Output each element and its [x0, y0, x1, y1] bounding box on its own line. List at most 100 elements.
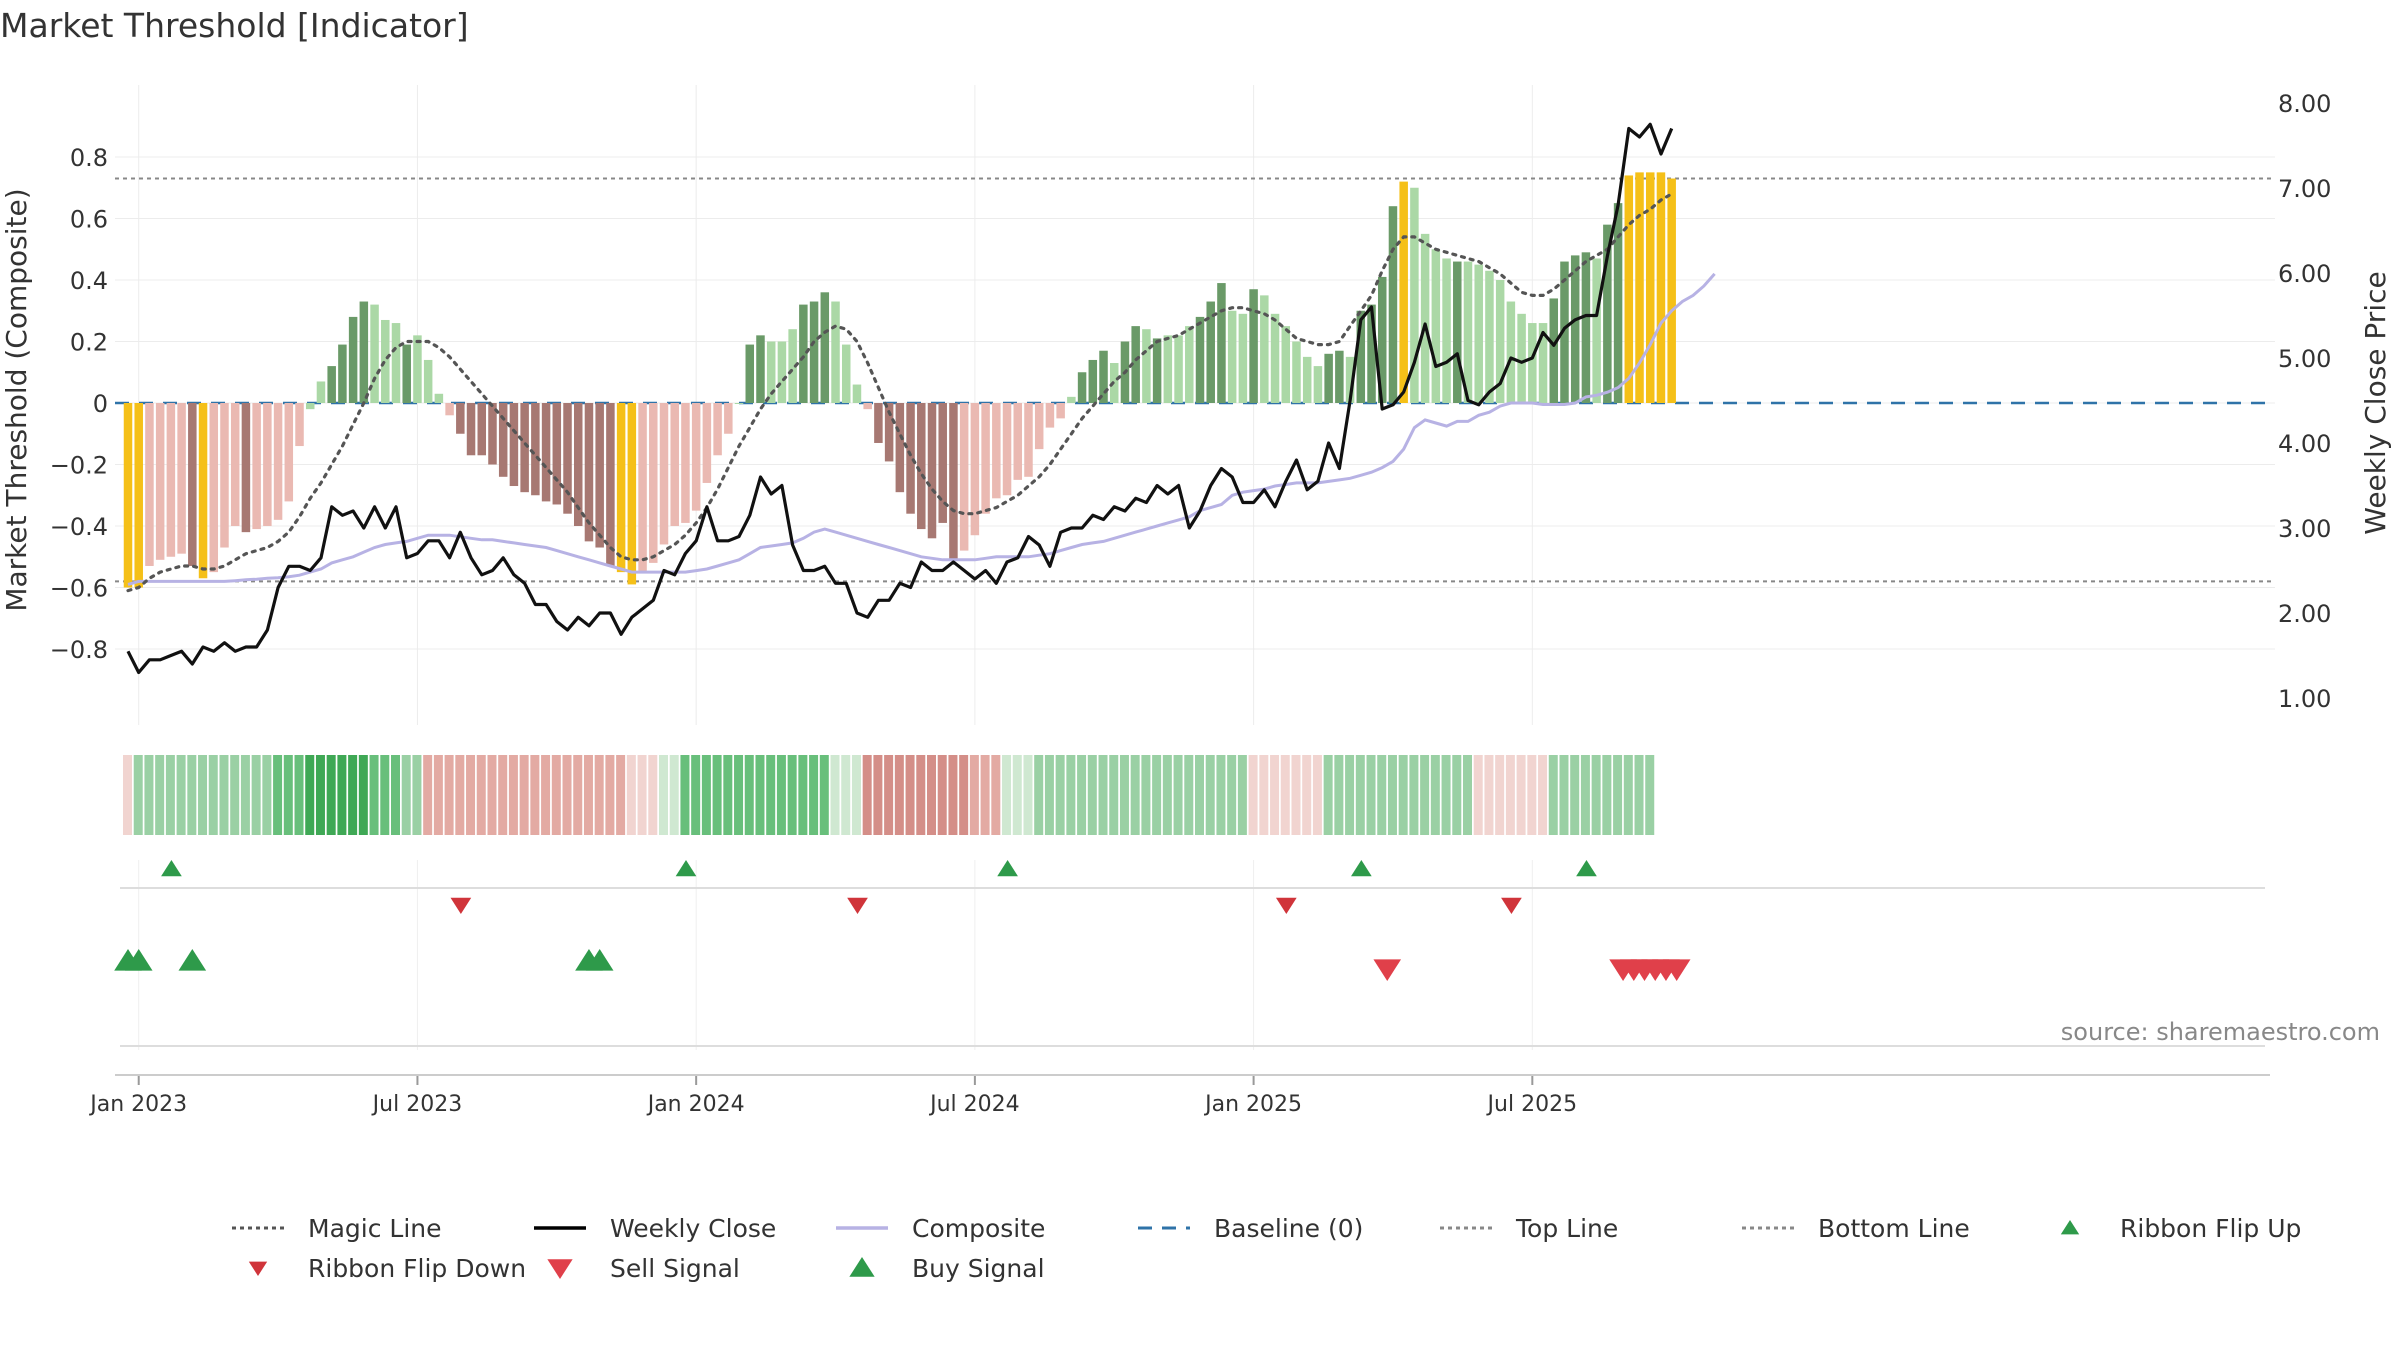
ribbon-cell	[948, 755, 958, 835]
legend-item: Sell Signal	[532, 1254, 834, 1283]
ribbon-cell	[337, 755, 347, 835]
left-axis-label: Market Threshold (Composite)	[0, 188, 33, 611]
composite-bar	[370, 304, 379, 403]
ribbon-flip-up-marker	[1576, 860, 1597, 877]
ribbon-cell	[380, 755, 390, 835]
ribbon-cell	[1527, 755, 1537, 835]
ribbon-cell	[1409, 755, 1419, 835]
ribbon-cell	[1302, 755, 1312, 835]
x-tick-label: Jul 2025	[1486, 1092, 1578, 1117]
composite-bar	[756, 335, 765, 403]
ribbon-cell	[884, 755, 894, 835]
composite-bar	[123, 403, 133, 588]
composite-bar	[1645, 172, 1655, 403]
ribbon-cell	[937, 755, 947, 835]
ribbon-cell	[701, 755, 711, 835]
ribbon-cell	[283, 755, 293, 835]
composite-bar	[1635, 172, 1644, 403]
ribbon-cell	[498, 755, 508, 835]
legend-swatch-icon	[534, 1226, 586, 1230]
ribbon-cell	[423, 755, 433, 835]
composite-bar	[1592, 258, 1601, 403]
composite-bar	[1377, 276, 1387, 403]
composite-bar	[713, 403, 722, 456]
ribbon-cell	[562, 755, 572, 835]
ribbon-cell	[348, 755, 358, 835]
ribbon-cell	[819, 755, 829, 835]
composite-bar	[1474, 264, 1483, 403]
ribbon-cell	[294, 755, 304, 835]
weekly-close-line	[126, 122, 1674, 675]
composite-bar	[1034, 403, 1044, 450]
composite-bars	[123, 172, 1676, 588]
left-tick-label: 0.4	[70, 267, 108, 295]
composite-bar	[145, 403, 154, 566]
ribbon-cell	[1570, 755, 1580, 835]
ribbon-cell	[251, 755, 261, 835]
ribbon-cell	[1602, 755, 1612, 835]
series-lines	[126, 122, 1716, 675]
ribbon-cell	[1280, 755, 1290, 835]
ribbon-cell	[476, 755, 486, 835]
composite-bar	[445, 403, 454, 416]
right-axis-label: Weekly Close Price	[2359, 271, 2392, 534]
composite-bar	[177, 403, 186, 554]
composite-bar	[627, 403, 637, 585]
ribbon-cell	[1580, 755, 1590, 835]
composite-bar	[1517, 313, 1526, 403]
composite-bar	[1302, 356, 1312, 403]
left-tick-label: 0.6	[70, 206, 108, 234]
composite-bar	[198, 403, 208, 579]
legend-item: Magic Line	[230, 1214, 532, 1243]
axes: 0.8 0.6 0.4 0.2 0 −0.2 −0.4 −0.6 −0.8 8.00 7.00 6.0…	[50, 90, 2332, 1117]
legend-swatch-icon	[547, 1259, 573, 1279]
composite-bar	[616, 403, 626, 573]
ribbon-cell	[862, 755, 872, 835]
ribbon-cell	[187, 755, 197, 835]
ribbon-cell	[466, 755, 476, 835]
composite-bar	[359, 301, 369, 403]
ribbon-cell	[1227, 755, 1237, 835]
legend-item: Ribbon Flip Down	[230, 1254, 532, 1283]
ribbon-cell	[1087, 755, 1097, 835]
composite-bar	[917, 403, 926, 530]
ribbon-cell	[1291, 755, 1301, 835]
composite-bar	[841, 344, 851, 403]
composite-bar	[1656, 172, 1666, 403]
ribbon-cell	[1248, 755, 1258, 835]
ribbon-cell	[905, 755, 915, 835]
ribbon-cell	[1548, 755, 1558, 835]
right-tick-label: 5.00	[2278, 345, 2331, 373]
ribbon-cell	[1216, 755, 1226, 835]
ribbon-flip-up-marker	[675, 860, 697, 877]
right-tick-label: 8.00	[2278, 90, 2331, 118]
composite-bar	[1152, 338, 1162, 403]
ribbon-cell	[1516, 755, 1526, 835]
ribbon-cell	[401, 755, 411, 835]
composite-bar	[1528, 323, 1537, 403]
ribbon-cell	[1645, 755, 1655, 835]
composite-bar	[874, 403, 883, 443]
composite-bar	[498, 403, 508, 477]
ribbon-cell	[1505, 755, 1515, 835]
composite-bar	[1613, 203, 1623, 403]
ribbon-cell	[1420, 755, 1430, 835]
ribbon-cell	[1398, 755, 1408, 835]
composite-bar	[992, 403, 1001, 499]
composite-bar	[563, 403, 572, 514]
ribbon-cell	[830, 755, 840, 835]
composite-bar	[1453, 261, 1462, 403]
ribbon-cell	[809, 755, 819, 835]
ribbon-flip-up-marker	[997, 860, 1018, 877]
composite-bar	[638, 403, 647, 573]
ribbon-cell	[680, 755, 690, 835]
ribbon-cell	[991, 755, 1001, 835]
composite-bar	[1131, 326, 1140, 403]
ribbon-cell	[444, 755, 454, 835]
ribbon-cell	[1441, 755, 1451, 835]
ribbon-cell	[1152, 755, 1162, 835]
composite-bar	[1163, 335, 1173, 403]
ribbon-cell	[1023, 755, 1033, 835]
composite-bar	[1292, 341, 1301, 403]
ribbon-cell	[787, 755, 797, 835]
